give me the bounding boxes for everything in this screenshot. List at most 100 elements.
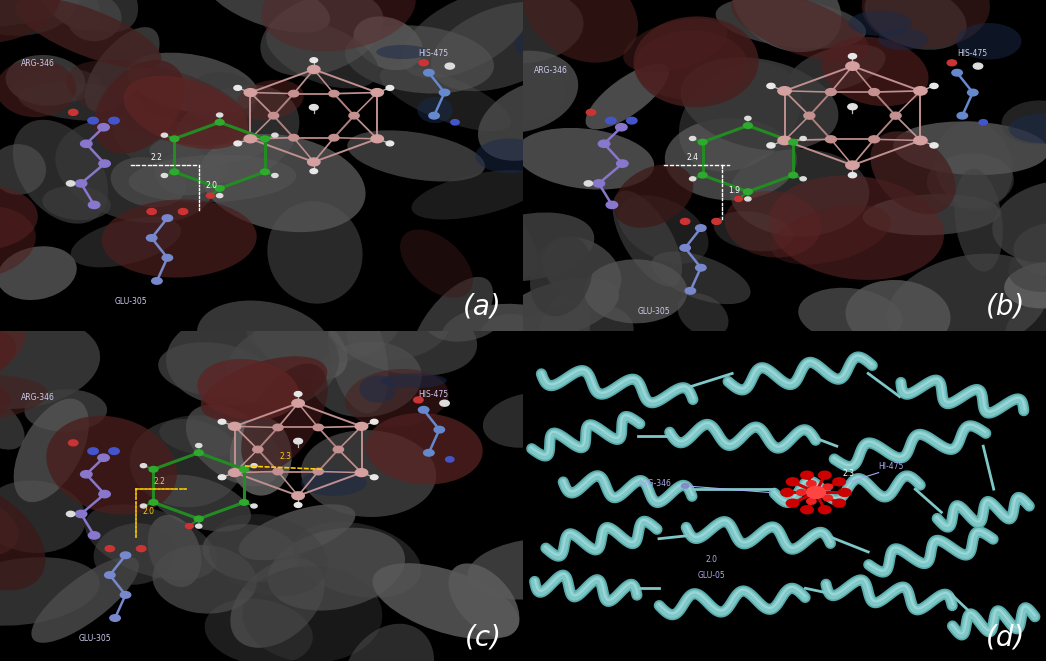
Circle shape xyxy=(890,112,901,119)
Text: (c): (c) xyxy=(465,623,502,651)
Ellipse shape xyxy=(1008,114,1046,143)
Ellipse shape xyxy=(209,514,327,596)
Text: HIS-475: HIS-475 xyxy=(418,389,449,399)
Circle shape xyxy=(806,481,816,486)
Ellipse shape xyxy=(31,557,139,642)
Ellipse shape xyxy=(463,212,594,282)
Ellipse shape xyxy=(0,247,76,300)
Ellipse shape xyxy=(246,285,401,364)
Ellipse shape xyxy=(377,45,429,59)
Ellipse shape xyxy=(862,0,990,48)
Circle shape xyxy=(439,400,450,406)
Circle shape xyxy=(169,169,179,175)
Circle shape xyxy=(957,112,968,119)
Circle shape xyxy=(105,546,114,551)
Circle shape xyxy=(424,449,434,456)
Circle shape xyxy=(136,546,145,551)
Circle shape xyxy=(162,254,173,261)
Circle shape xyxy=(778,136,791,145)
Ellipse shape xyxy=(1008,223,1046,292)
Ellipse shape xyxy=(147,515,202,587)
Circle shape xyxy=(228,422,241,430)
Ellipse shape xyxy=(584,259,687,323)
Ellipse shape xyxy=(730,149,869,237)
Circle shape xyxy=(273,424,283,431)
Circle shape xyxy=(217,113,223,117)
Circle shape xyxy=(88,448,98,455)
Text: 2.3: 2.3 xyxy=(279,452,291,461)
Ellipse shape xyxy=(66,60,251,145)
Ellipse shape xyxy=(475,139,545,173)
Text: GLU-305: GLU-305 xyxy=(638,307,670,316)
Ellipse shape xyxy=(150,129,269,165)
Circle shape xyxy=(356,422,368,430)
Circle shape xyxy=(161,134,167,137)
Text: 2.3: 2.3 xyxy=(842,469,854,478)
Ellipse shape xyxy=(771,205,891,264)
Ellipse shape xyxy=(155,152,221,196)
Ellipse shape xyxy=(652,251,751,304)
Circle shape xyxy=(310,169,318,174)
Ellipse shape xyxy=(790,44,886,93)
Ellipse shape xyxy=(252,305,347,381)
Circle shape xyxy=(88,117,98,124)
Circle shape xyxy=(787,478,799,486)
Ellipse shape xyxy=(845,280,951,351)
Text: 1.9: 1.9 xyxy=(728,186,741,196)
Ellipse shape xyxy=(328,298,388,413)
Ellipse shape xyxy=(242,364,327,473)
Circle shape xyxy=(313,424,323,431)
Circle shape xyxy=(930,83,938,89)
Circle shape xyxy=(968,89,978,96)
Circle shape xyxy=(584,180,592,186)
Circle shape xyxy=(251,463,257,468)
Ellipse shape xyxy=(19,83,144,121)
Ellipse shape xyxy=(441,304,562,362)
Circle shape xyxy=(109,117,119,124)
Circle shape xyxy=(244,135,256,143)
Circle shape xyxy=(169,136,179,141)
Circle shape xyxy=(825,89,837,96)
Ellipse shape xyxy=(417,97,453,123)
Ellipse shape xyxy=(5,55,85,106)
Ellipse shape xyxy=(55,118,215,223)
Ellipse shape xyxy=(166,315,292,405)
Circle shape xyxy=(294,502,302,508)
Circle shape xyxy=(110,615,120,621)
Ellipse shape xyxy=(725,191,821,258)
Ellipse shape xyxy=(268,201,363,303)
Ellipse shape xyxy=(346,299,450,360)
Circle shape xyxy=(244,89,256,97)
Ellipse shape xyxy=(301,469,367,496)
Ellipse shape xyxy=(713,212,793,251)
Circle shape xyxy=(606,201,617,208)
Ellipse shape xyxy=(128,53,258,114)
Circle shape xyxy=(149,500,158,505)
Circle shape xyxy=(446,63,454,69)
Ellipse shape xyxy=(460,51,578,133)
Circle shape xyxy=(251,504,257,508)
Circle shape xyxy=(81,140,92,147)
Ellipse shape xyxy=(0,316,100,409)
Ellipse shape xyxy=(41,0,138,32)
Circle shape xyxy=(846,62,859,70)
Circle shape xyxy=(952,69,962,76)
Text: ARG-346: ARG-346 xyxy=(21,59,54,68)
Circle shape xyxy=(97,124,109,131)
Circle shape xyxy=(260,169,270,175)
Ellipse shape xyxy=(0,391,24,449)
Circle shape xyxy=(606,117,616,124)
Ellipse shape xyxy=(343,624,434,661)
Circle shape xyxy=(228,469,241,477)
Ellipse shape xyxy=(24,389,107,432)
Ellipse shape xyxy=(533,290,590,390)
Ellipse shape xyxy=(927,153,1014,208)
Circle shape xyxy=(146,235,157,241)
Ellipse shape xyxy=(266,20,379,89)
Text: HI-475: HI-475 xyxy=(879,462,904,471)
Circle shape xyxy=(429,112,439,119)
Ellipse shape xyxy=(479,314,548,364)
Circle shape xyxy=(98,160,111,167)
Circle shape xyxy=(140,504,146,508)
Ellipse shape xyxy=(623,19,728,72)
